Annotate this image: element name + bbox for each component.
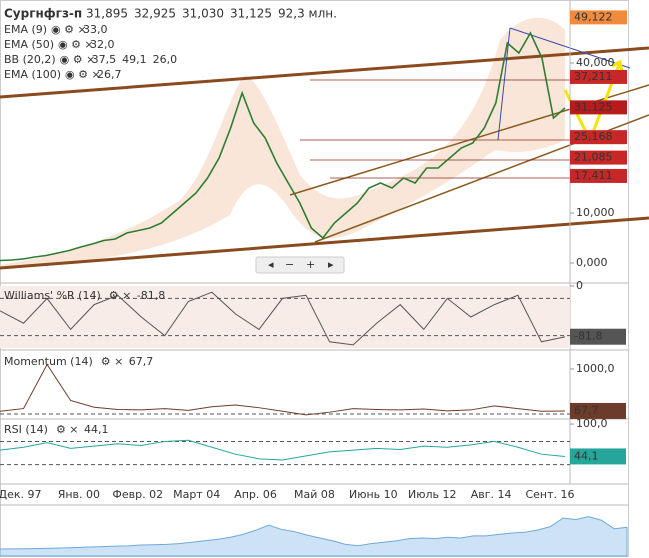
y-tick-label: 100,0 <box>576 417 608 430</box>
price-tag <box>570 130 627 145</box>
price-tag-label: 21,085 <box>574 151 613 164</box>
price-tag <box>570 100 627 115</box>
x-tick-label: Июль 12 <box>408 488 457 501</box>
legend-icons: ◉ ⚙ × <box>58 38 94 51</box>
panel-icons: ⚙ × <box>101 355 124 368</box>
x-tick-label: Дек. 97 <box>0 488 42 501</box>
williams-bg <box>0 286 570 348</box>
x-tick-label: Июнь 10 <box>349 488 398 501</box>
x-tick-label: Май 08 <box>294 488 335 501</box>
legend-value: 33,0 <box>83 23 108 36</box>
x-tick-label: Апр. 06 <box>234 488 277 501</box>
value-tag-label: -81,8 <box>574 330 602 343</box>
y-tick-label: 40,000 <box>576 56 615 69</box>
legend-icons: ◉ ⚙ × <box>60 53 96 66</box>
scroll-left[interactable]: ◂ <box>268 258 274 271</box>
price-tag-label: 25,168 <box>574 130 613 143</box>
price-tag <box>570 168 627 183</box>
panel-title: Williams' %R (14) <box>4 289 101 302</box>
zoom-in[interactable]: + <box>306 258 315 271</box>
legend-value: 32,0 <box>90 38 115 51</box>
value-tag <box>570 402 626 419</box>
x-tick-label: Сент. 16 <box>525 488 574 501</box>
x-tick-label: Февр. 02 <box>112 488 163 501</box>
low: 31,030 <box>182 7 224 21</box>
series-line <box>0 363 566 416</box>
legend-icons: ◉ ⚙ × <box>51 23 87 36</box>
value-tag <box>570 448 626 465</box>
price-tag-label: 17,411 <box>574 169 613 182</box>
series-line <box>0 291 566 346</box>
legend-value: 26,0 <box>153 53 178 66</box>
bollinger-band <box>0 17 565 268</box>
x-tick-label: Авг. 14 <box>471 488 512 501</box>
navigator-area <box>0 516 628 557</box>
legend-name: EMA (100) <box>4 68 61 81</box>
y-tick-label: 0 <box>576 279 583 292</box>
scroll-right[interactable]: ▸ <box>328 258 334 271</box>
panel-title: RSI (14) <box>4 423 48 436</box>
panel-title: Momentum (14) <box>4 355 93 368</box>
y-tick-label: 1000,0 <box>576 362 615 375</box>
y-tick-label: 0,000 <box>576 256 608 269</box>
value-tag-label: 67,7 <box>574 404 599 417</box>
panel-icons: ⚙ × <box>56 423 79 436</box>
level-lines <box>300 79 570 179</box>
trend-line <box>0 216 649 270</box>
series-line <box>0 439 566 461</box>
price-tag-label: 49,122 <box>574 10 613 23</box>
x-tick-label: Янв. 00 <box>58 488 100 501</box>
zoom-out[interactable]: − <box>285 258 294 271</box>
close: 31,125 <box>230 7 272 21</box>
price-tag-label: 31,125 <box>574 100 613 113</box>
legend-name: BB (20,2) <box>4 53 56 66</box>
series-line <box>0 31 566 262</box>
zoom-bar[interactable] <box>255 256 345 274</box>
price-tag-label: 37,211 <box>574 70 613 83</box>
panel-value: -81,8 <box>137 289 165 302</box>
x-tick-label: Март 04 <box>173 488 220 501</box>
legend-value: 26,7 <box>97 68 122 81</box>
open: 31,895 <box>86 7 128 21</box>
price-tag <box>570 10 627 25</box>
panel-value: 67,7 <box>129 355 154 368</box>
panel-icons: ⚙ × <box>109 289 132 302</box>
ticker: Сургнфгз-п <box>4 7 82 21</box>
legend-icons: ◉ ⚙ × <box>65 68 101 81</box>
value-tag <box>570 328 626 345</box>
legend-name: EMA (50) <box>4 38 54 51</box>
value-tag-label: 44,1 <box>574 449 599 462</box>
y-tick-label: 10,000 <box>576 206 615 219</box>
legend-value: 37,5 <box>92 53 117 66</box>
price-tag <box>570 69 627 84</box>
legend-name: EMA (9) <box>4 23 47 36</box>
high: 32,925 <box>134 7 176 21</box>
fan-line <box>497 27 511 141</box>
price-tag <box>570 150 627 165</box>
legend-value: 49,1 <box>122 53 147 66</box>
panel-value: 44,1 <box>84 423 109 436</box>
zoom-toolbar: ◂ − + ▸ <box>255 256 345 274</box>
volume: 92,3 млн. <box>278 7 337 21</box>
